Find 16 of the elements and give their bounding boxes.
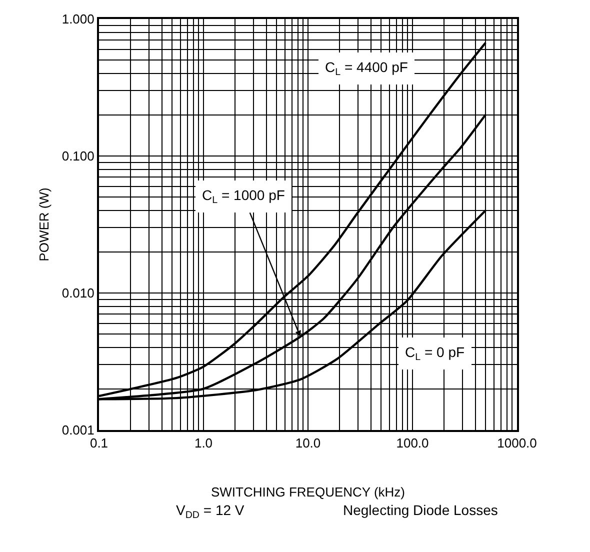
x-axis-title: SWITCHING FREQUENCY (kHz) <box>210 484 406 500</box>
text: C$_{L}$ = 4400 pF <box>325 59 408 78</box>
y-tick-label: 1.000 <box>62 12 94 27</box>
x-tick-label: 10.0 <box>295 436 321 451</box>
y-axis-title: POWER (W) <box>36 188 52 262</box>
x-tick-label: 1000.0 <box>497 436 537 451</box>
y-tick-label: 0.001 <box>62 422 94 438</box>
x-tick-label: 0.1 <box>90 436 108 451</box>
x-tick-label: 100.0 <box>396 436 429 451</box>
y-tick-label: 0.100 <box>62 148 94 164</box>
text: C$_{L}$ = 0 pF <box>405 344 465 363</box>
annotation: C$_{L}$ = 1000 pF <box>202 187 285 206</box>
text: V$_{DD}$ = 12 V <box>176 502 245 521</box>
text: Neglecting Diode Losses <box>343 502 498 518</box>
x-tick-label: 1.0 <box>194 436 213 451</box>
y-tick-label: 0.010 <box>62 286 94 301</box>
